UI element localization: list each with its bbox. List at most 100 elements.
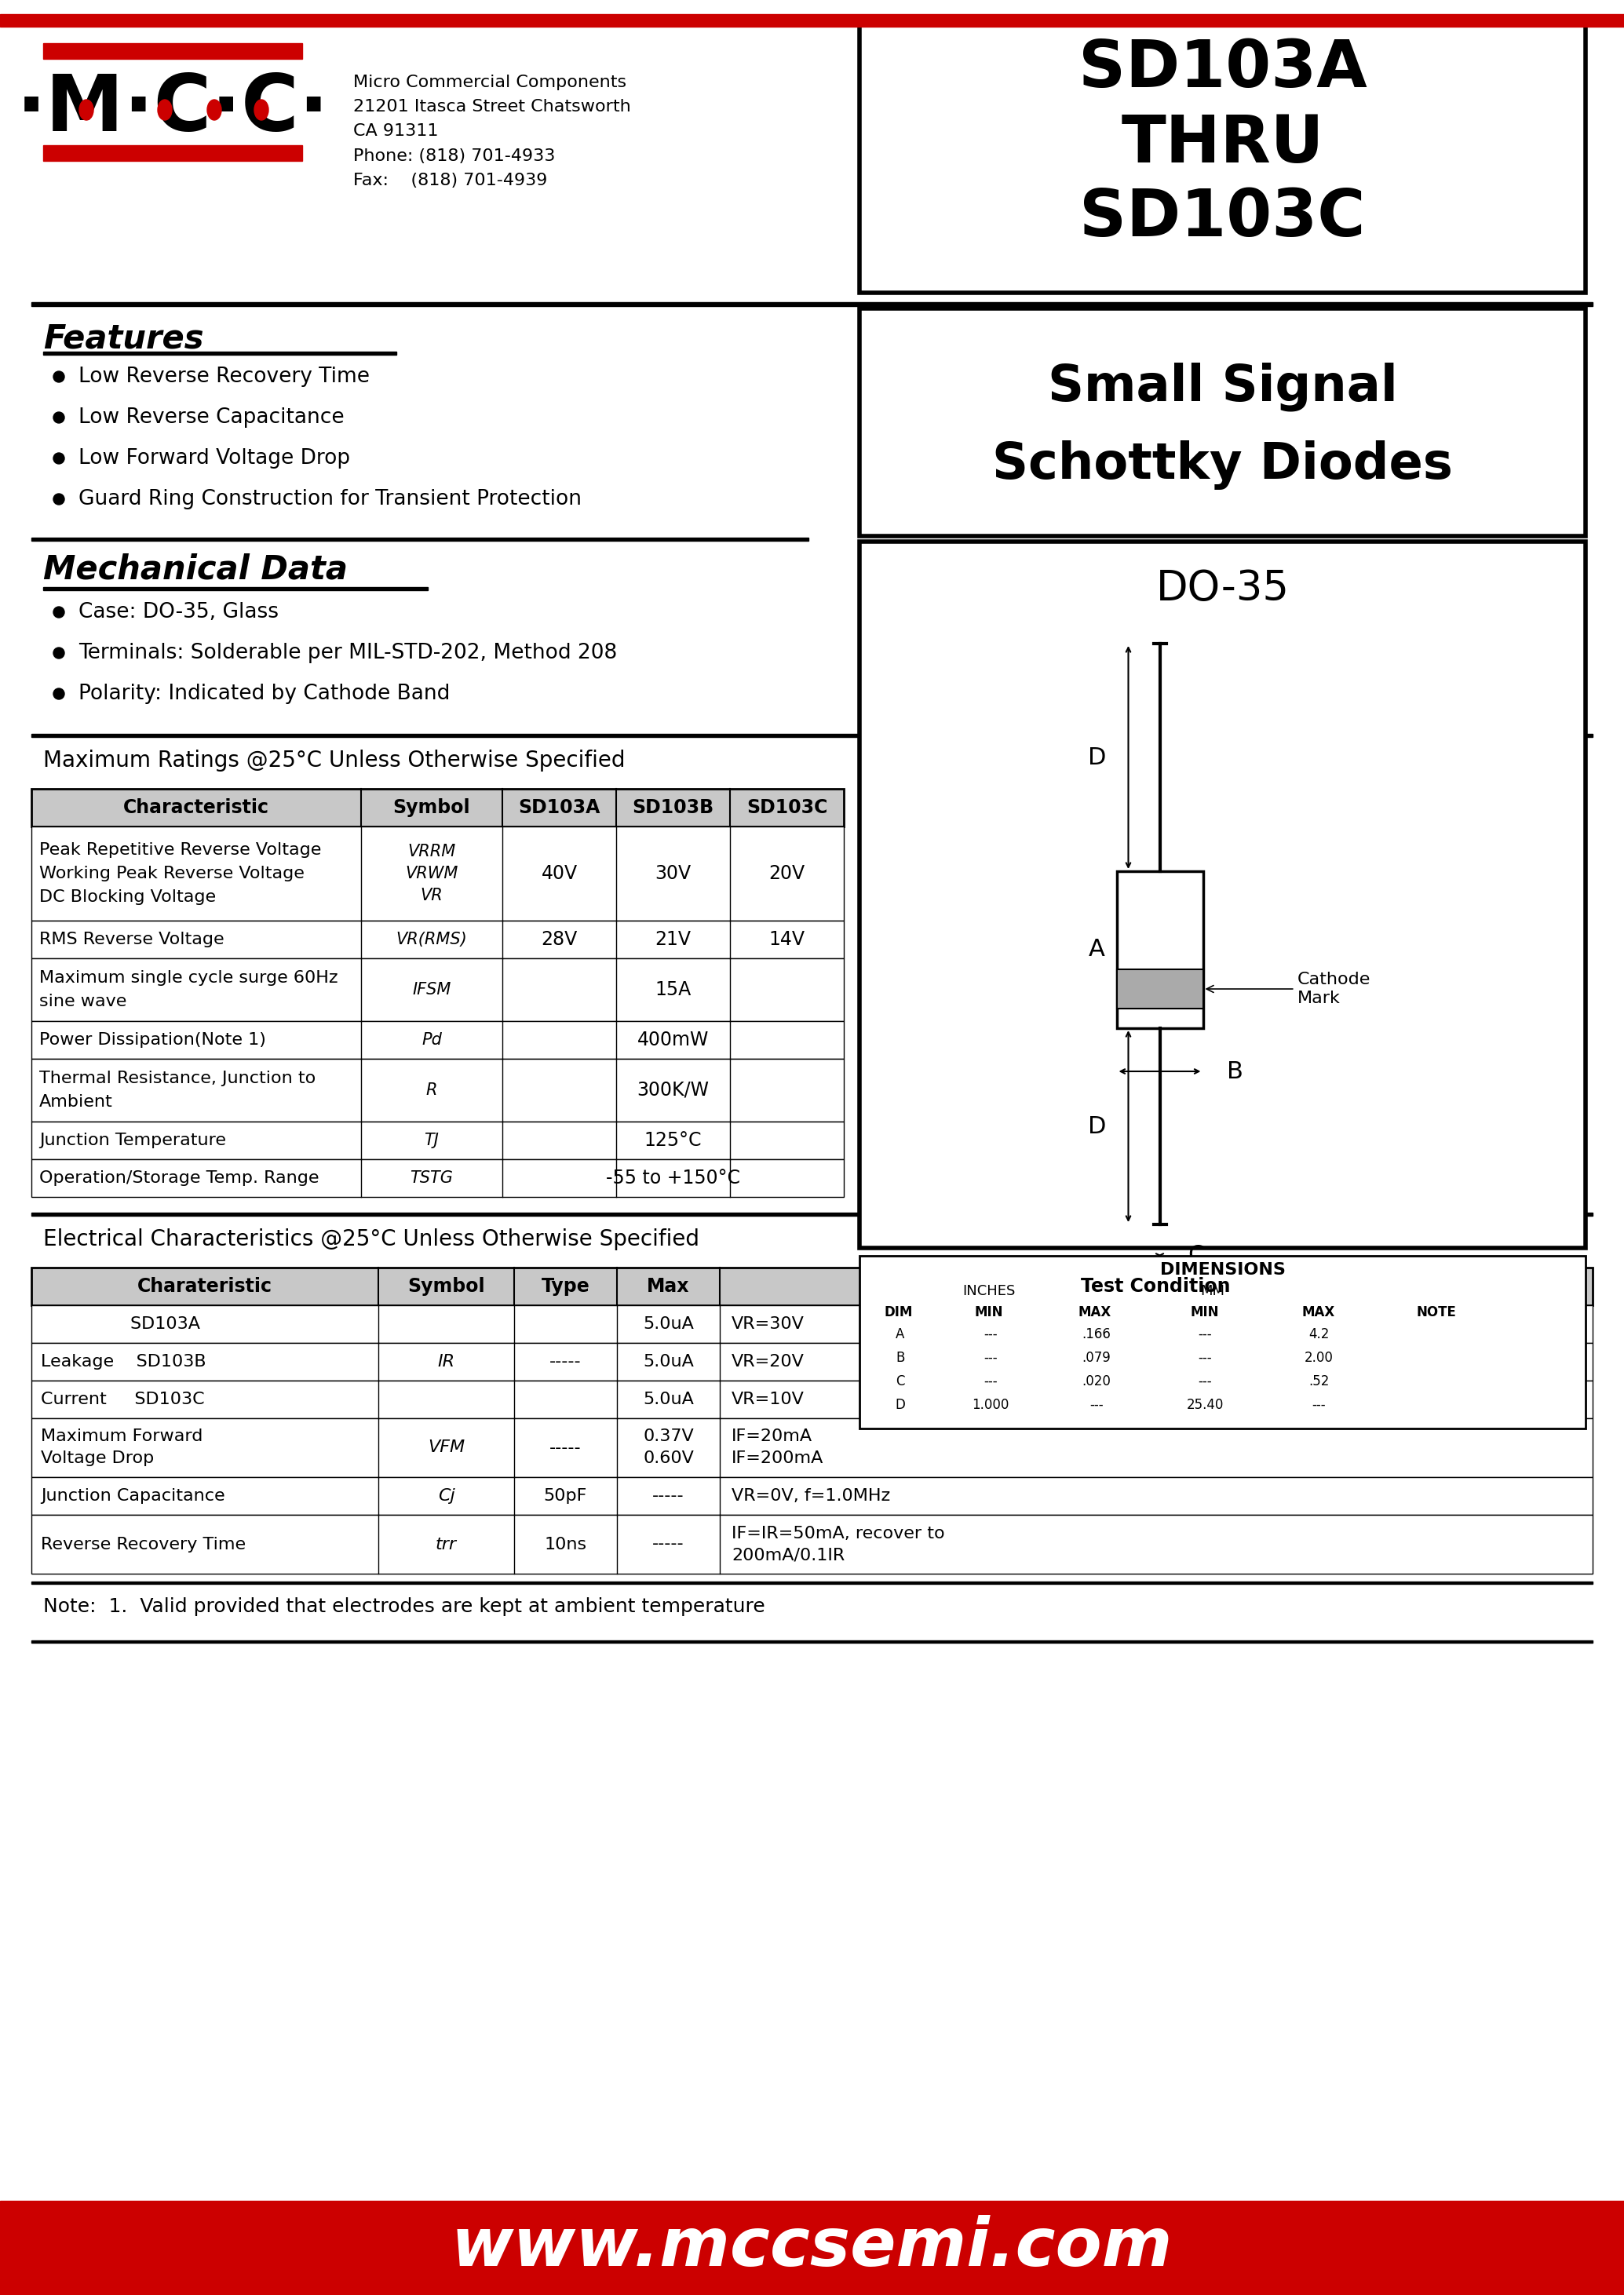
Text: 4.2: 4.2 <box>1309 1327 1328 1340</box>
Text: VR(RMS): VR(RMS) <box>396 932 468 948</box>
Text: Low Reverse Capacitance: Low Reverse Capacitance <box>78 406 344 427</box>
Bar <box>859 542 1585 1248</box>
Text: 5.0uA: 5.0uA <box>643 1354 693 1370</box>
Text: IF=IR=50mA, recover to: IF=IR=50mA, recover to <box>731 1526 945 1542</box>
Text: -----: ----- <box>549 1354 581 1370</box>
Bar <box>31 920 844 959</box>
Text: .079: .079 <box>1082 1352 1111 1366</box>
Text: 125°C: 125°C <box>645 1131 702 1150</box>
Text: 0.60V: 0.60V <box>643 1450 693 1467</box>
Text: Ambient: Ambient <box>39 1095 112 1111</box>
Text: MAX: MAX <box>1078 1306 1111 1320</box>
Text: ---: --- <box>1199 1327 1212 1340</box>
Bar <box>44 588 427 590</box>
Text: 50pF: 50pF <box>544 1487 588 1503</box>
Text: Micro Commercial Components
21201 Itasca Street Chatsworth
CA 91311
Phone: (818): Micro Commercial Components 21201 Itasca… <box>352 73 630 188</box>
Text: Low Forward Voltage Drop: Low Forward Voltage Drop <box>78 448 351 468</box>
Text: Characteristic: Characteristic <box>123 799 270 817</box>
Text: Current     SD103C: Current SD103C <box>41 1391 205 1407</box>
Text: A: A <box>1088 939 1104 962</box>
Text: 14V: 14V <box>768 929 806 948</box>
Text: 10ns: 10ns <box>544 1535 586 1551</box>
Text: Voltage Drop: Voltage Drop <box>41 1450 154 1467</box>
Text: DIMENSIONS: DIMENSIONS <box>1160 1262 1285 1278</box>
Bar <box>31 1515 1593 1574</box>
Text: B: B <box>896 1352 905 1366</box>
Text: VR=20V: VR=20V <box>731 1354 804 1370</box>
Text: Polarity: Indicated by Cathode Band: Polarity: Indicated by Cathode Band <box>78 684 450 705</box>
Text: MIN: MIN <box>974 1306 1004 1320</box>
Text: SD103A: SD103A <box>41 1317 200 1331</box>
Text: MAX: MAX <box>1302 1306 1335 1320</box>
Text: 2.00: 2.00 <box>1304 1352 1333 1366</box>
Text: 21V: 21V <box>654 929 692 948</box>
Text: ---: --- <box>984 1375 997 1388</box>
Ellipse shape <box>208 99 221 119</box>
Text: Pd: Pd <box>422 1033 442 1049</box>
Text: SD103C: SD103C <box>1080 186 1366 250</box>
Text: Symbol: Symbol <box>408 1276 486 1297</box>
Text: INCHES: INCHES <box>963 1285 1015 1299</box>
Bar <box>44 351 396 356</box>
Bar <box>31 1212 1593 1216</box>
Bar <box>31 1343 1593 1382</box>
Text: Cj: Cj <box>438 1487 455 1503</box>
Text: Case: DO-35, Glass: Case: DO-35, Glass <box>78 601 279 622</box>
Bar <box>31 1641 1593 1643</box>
Ellipse shape <box>255 99 268 119</box>
Text: THRU: THRU <box>1121 112 1324 174</box>
Text: IFSM: IFSM <box>412 982 451 998</box>
Text: VRWM: VRWM <box>406 865 458 881</box>
Text: Terminals: Solderable per MIL-STD-202, Method 208: Terminals: Solderable per MIL-STD-202, M… <box>78 643 617 663</box>
Text: 20V: 20V <box>768 865 806 884</box>
Text: 30V: 30V <box>654 865 692 884</box>
Ellipse shape <box>54 493 65 505</box>
Text: Junction Temperature: Junction Temperature <box>39 1134 226 1148</box>
Bar <box>859 23 1585 294</box>
Text: NOTE: NOTE <box>1416 1306 1457 1320</box>
Text: Charateristic: Charateristic <box>138 1276 273 1297</box>
Text: trr: trr <box>435 1535 456 1551</box>
Text: TJ: TJ <box>424 1134 438 1148</box>
Ellipse shape <box>54 452 65 464</box>
Text: Symbol: Symbol <box>393 799 471 817</box>
Text: IF=200mA: IF=200mA <box>731 1450 823 1467</box>
Text: Low Reverse Recovery Time: Low Reverse Recovery Time <box>78 367 370 388</box>
Text: B: B <box>1226 1060 1242 1083</box>
Text: 300K/W: 300K/W <box>637 1081 710 1099</box>
Text: Mechanical Data: Mechanical Data <box>44 553 348 585</box>
Text: 5.0uA: 5.0uA <box>643 1317 693 1331</box>
Text: Power Dissipation(Note 1): Power Dissipation(Note 1) <box>39 1033 266 1049</box>
Ellipse shape <box>80 99 94 119</box>
Text: Small Signal: Small Signal <box>1047 363 1398 411</box>
Text: VR=0V, f=1.0MHz: VR=0V, f=1.0MHz <box>731 1487 890 1503</box>
Text: Junction Capacitance: Junction Capacitance <box>41 1487 226 1503</box>
Bar <box>1117 968 1203 1008</box>
Bar <box>31 1382 1593 1418</box>
Text: SD103A: SD103A <box>1078 37 1367 101</box>
Bar <box>859 308 1585 537</box>
Text: TSTG: TSTG <box>411 1170 453 1187</box>
Text: C: C <box>1189 1244 1205 1267</box>
Bar <box>31 1267 1593 1306</box>
Text: R: R <box>425 1083 437 1097</box>
Text: 15A: 15A <box>654 980 692 998</box>
Text: Features: Features <box>44 321 203 356</box>
Text: VFM: VFM <box>427 1439 464 1455</box>
Text: IR: IR <box>437 1354 455 1370</box>
Text: MM: MM <box>1200 1285 1224 1299</box>
Text: Test Condition: Test Condition <box>1080 1276 1229 1297</box>
Text: ---: --- <box>1199 1375 1212 1388</box>
Text: VR: VR <box>421 888 443 904</box>
Text: Maximum Forward: Maximum Forward <box>41 1430 203 1444</box>
Text: ---: --- <box>1199 1352 1212 1366</box>
Bar <box>31 537 809 542</box>
Text: 0.37V: 0.37V <box>643 1430 693 1444</box>
Text: 400mW: 400mW <box>637 1030 710 1049</box>
Text: DC Blocking Voltage: DC Blocking Voltage <box>39 888 216 904</box>
Bar <box>31 1122 844 1159</box>
Bar <box>31 1306 1593 1343</box>
Text: D: D <box>895 1398 905 1411</box>
Bar <box>31 826 844 920</box>
Text: Peak Repetitive Reverse Voltage: Peak Repetitive Reverse Voltage <box>39 842 322 858</box>
